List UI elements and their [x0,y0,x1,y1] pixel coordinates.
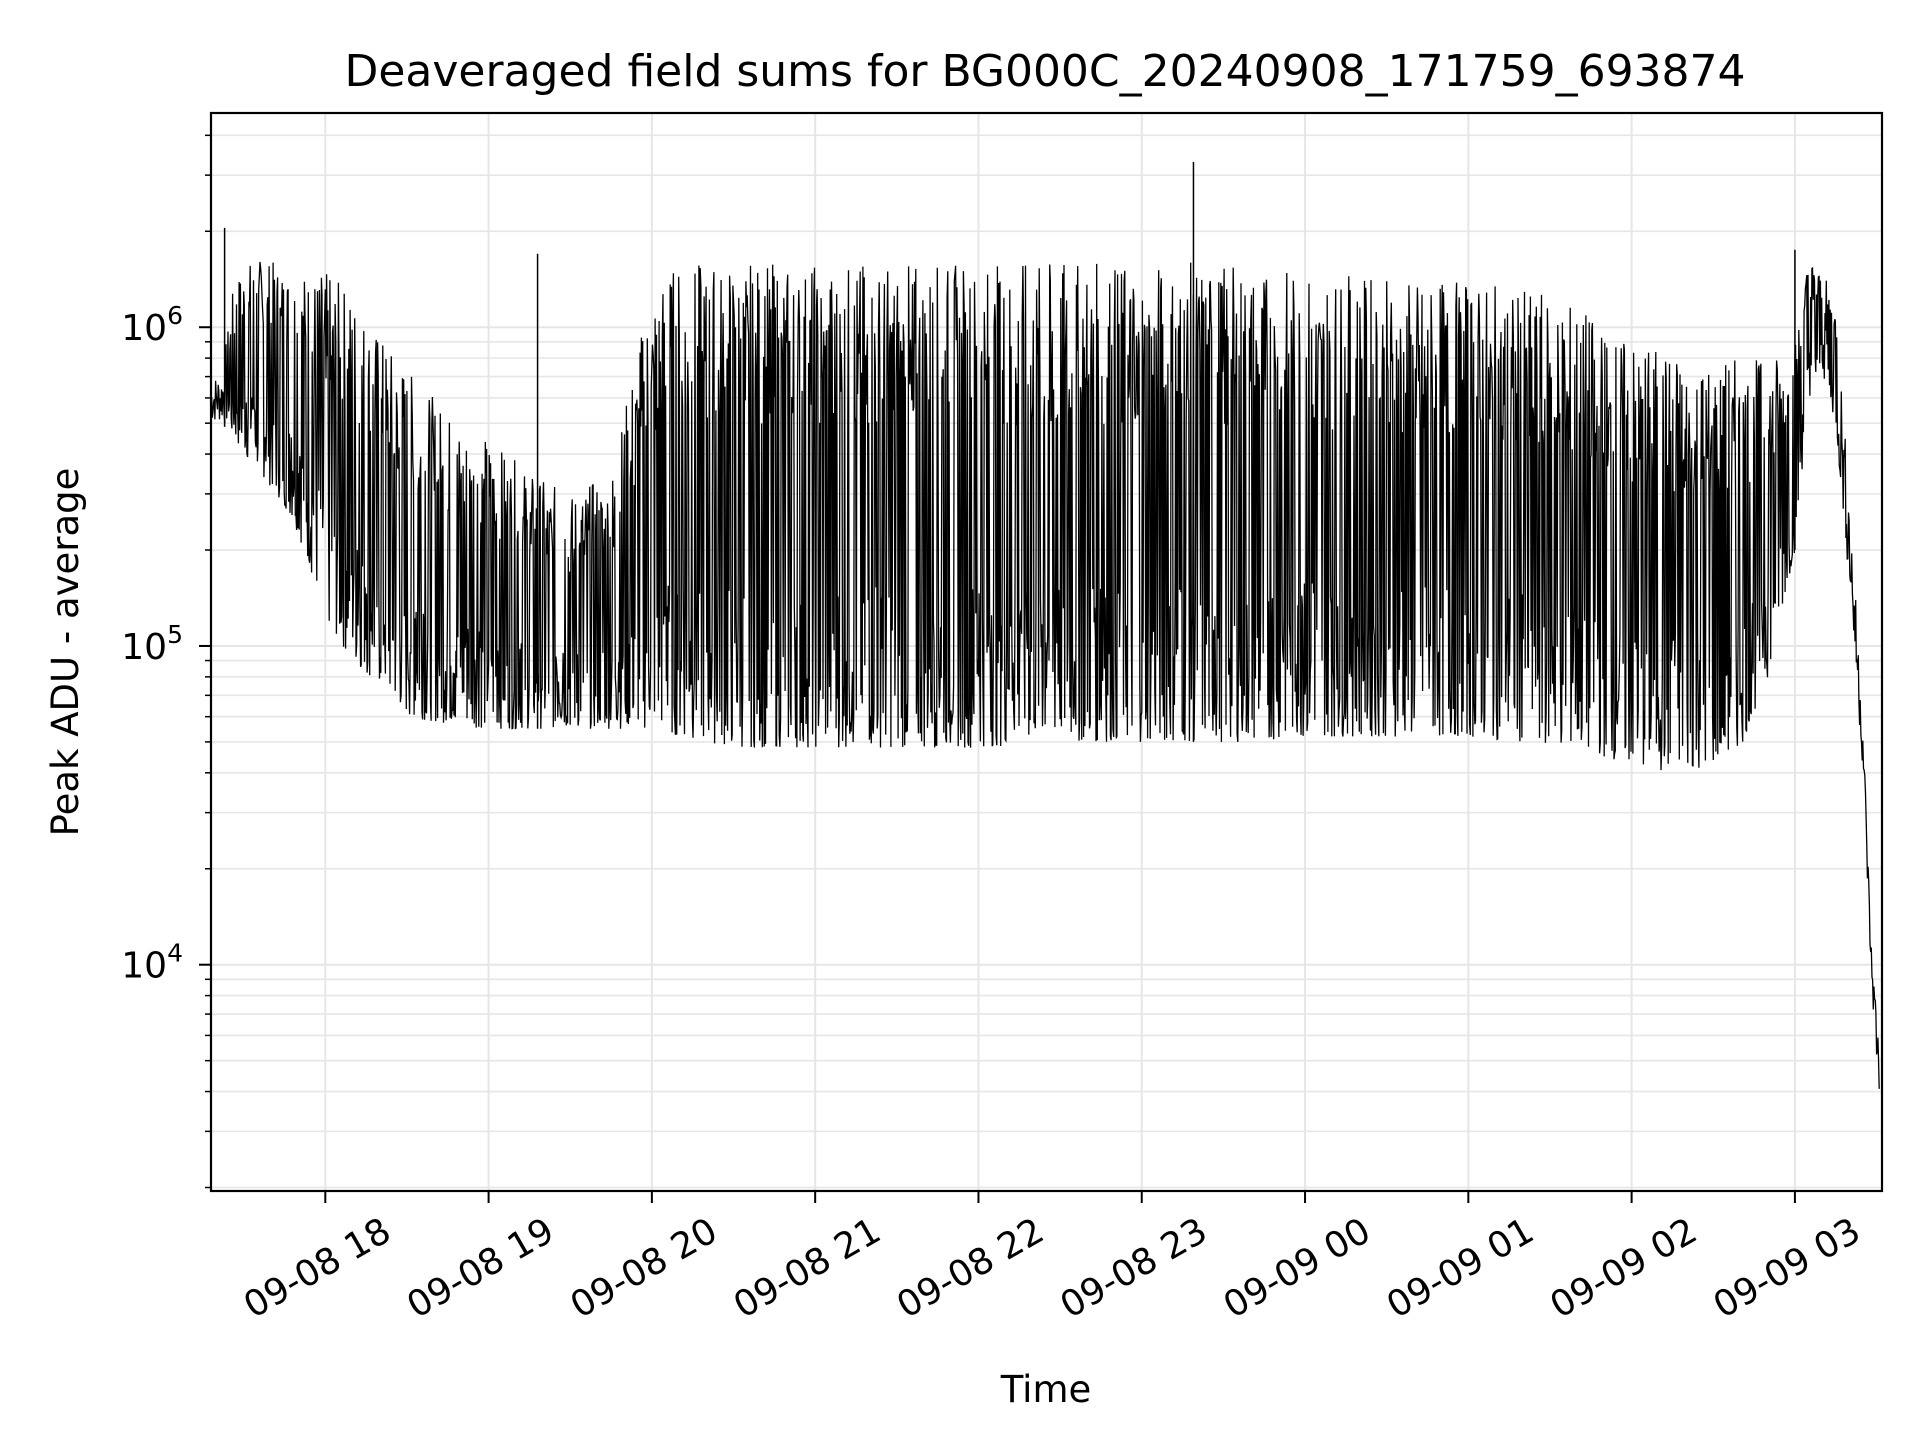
y-axis-label: Peak ADU - average [44,468,87,837]
series-path [211,261,1880,1089]
x-axis-label: Time [1000,1368,1092,1411]
chart-title: Deaveraged field sums for BG000C_2024090… [344,46,1745,97]
y-tick-label: 106 [121,301,183,349]
grid [211,113,1882,1191]
plot-area [211,161,1880,1089]
y-tick-label: 105 [121,620,183,668]
series-line [211,161,1880,1089]
y-tick-label: 104 [121,939,183,987]
plot-frame [209,111,1884,1193]
y-axis: 104 105 106 [121,134,211,1189]
